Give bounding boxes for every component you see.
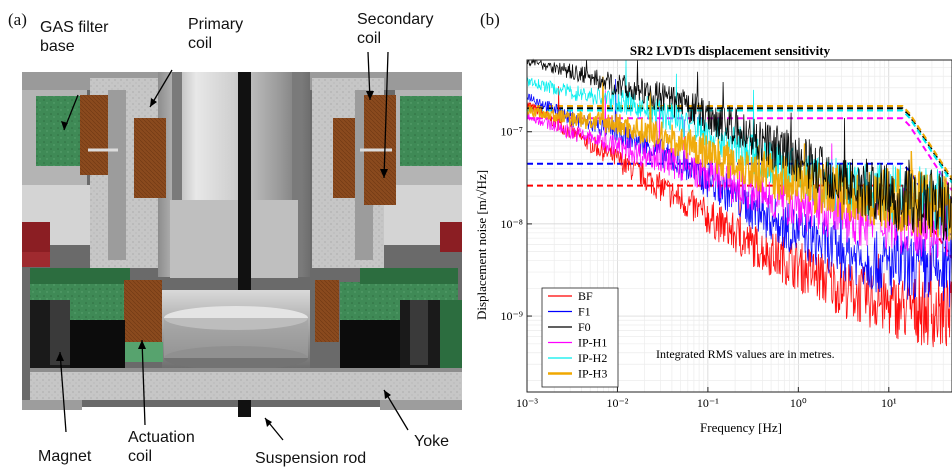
panel-b-label: (b) <box>480 10 500 29</box>
rms-line-ip-h3 <box>527 105 952 179</box>
x-tick-label: 10⁻¹ <box>697 396 719 410</box>
chart-ylabel: Displacement noise [m/√Hz] <box>474 170 489 320</box>
legend-label-f1: F1 <box>578 305 591 319</box>
series-line-bf <box>526 86 952 348</box>
callout-yoke: Yoke <box>414 433 449 450</box>
series-line-f0 <box>526 58 952 241</box>
legend-label-ip-h2: IP-H2 <box>578 351 607 365</box>
callout-primary-coil: Primary coil <box>188 16 244 52</box>
legend-box <box>541 287 619 388</box>
series-line-ip-h3 <box>526 76 952 242</box>
legend-label-ip-h1: IP-H1 <box>578 336 607 350</box>
series-line-f1 <box>526 78 952 308</box>
y-tick-label: 10⁻⁷ <box>500 125 523 139</box>
x-tick-label: 10⁰ <box>790 396 807 410</box>
callout-actuation-coil: Actuation coil <box>128 429 195 465</box>
legend-label-ip-h3: IP-H3 <box>578 367 607 381</box>
chart-xlabel: Frequency [Hz] <box>700 420 782 435</box>
lvdt-sensitivity-chart: 10⁻³ 10⁻² 10⁻¹ 10⁰ 10¹ 10⁻⁹ 10⁻⁸ 10⁻⁷ SR2 LVDTs… <box>474 43 952 435</box>
rms-line-ip-h1 <box>527 117 952 192</box>
rms-line-f0 <box>527 107 952 182</box>
rms-line-ip-h2 <box>527 109 952 184</box>
legend-label-bf: BF <box>578 289 593 303</box>
chart-title: SR2 LVDTs displacement sensitivity <box>630 43 831 58</box>
x-tick-label: 10¹ <box>881 396 897 410</box>
lvdt-cross-section-drawing <box>22 51 462 441</box>
x-tick-label: 10⁻² <box>606 396 628 410</box>
chart-annotation: Integrated RMS values are in metres. <box>656 347 835 361</box>
plot-frame <box>526 59 952 393</box>
legend-label-f0: F0 <box>578 320 591 334</box>
callout-secondary-coil: Secondary coil <box>357 11 434 47</box>
panel-a-label: (a) <box>8 10 27 29</box>
callout-suspension-rod: Suspension rod <box>255 450 367 467</box>
callout-magnet: Magnet <box>38 448 92 465</box>
callout-gas-filter-base: GAS filter base <box>40 19 109 55</box>
y-tick-label: 10⁻⁸ <box>500 217 523 231</box>
y-tick-label: 10⁻⁹ <box>500 309 523 323</box>
x-tick-label: 10⁻³ <box>516 396 538 410</box>
